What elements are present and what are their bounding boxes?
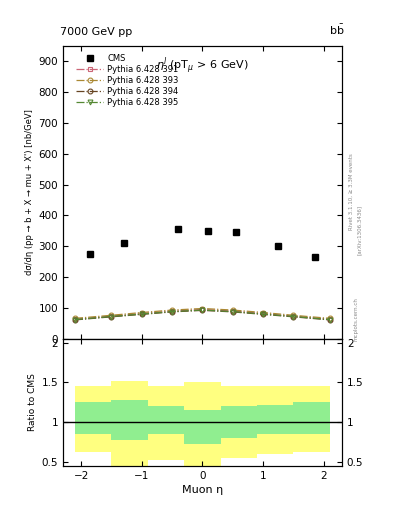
Text: [arXiv:1306.3436]: [arXiv:1306.3436] (357, 205, 362, 255)
Pythia 6.428 394 (230, 309, 235, 315)
Pythia 6.428 393 (140, 309, 144, 315)
Pythia 6.428 393 (109, 312, 114, 318)
Line: Pythia 6.428 393: Pythia 6.428 393 (73, 306, 332, 321)
Legend: CMS, Pythia 6.428 391, Pythia 6.428 393, Pythia 6.428 394, Pythia 6.428 395: CMS, Pythia 6.428 391, Pythia 6.428 393,… (75, 53, 179, 108)
Pythia 6.428 393 (327, 315, 332, 322)
CMS (276, 243, 281, 249)
Pythia 6.428 394 (200, 307, 205, 313)
Pythia 6.428 391 (140, 310, 144, 316)
Pythia 6.428 394 (170, 309, 174, 315)
Y-axis label: dσ/dη (pp → b + X → mu + X') [nb/GeV]: dσ/dη (pp → b + X → mu + X') [nb/GeV] (25, 110, 34, 275)
Line: Pythia 6.428 391: Pythia 6.428 391 (73, 307, 332, 322)
Pythia 6.428 394 (140, 311, 144, 317)
CMS (312, 254, 317, 260)
Pythia 6.428 395 (109, 313, 114, 319)
Line: CMS: CMS (87, 226, 318, 261)
Pythia 6.428 391 (230, 308, 235, 314)
Pythia 6.428 395 (140, 311, 144, 317)
Line: Pythia 6.428 395: Pythia 6.428 395 (73, 308, 332, 322)
Pythia 6.428 391 (200, 306, 205, 312)
Pythia 6.428 391 (261, 310, 265, 316)
Pythia 6.428 393 (170, 307, 174, 313)
Pythia 6.428 391 (73, 316, 77, 323)
Pythia 6.428 395 (291, 313, 296, 319)
Text: 7000 GeV pp: 7000 GeV pp (60, 27, 132, 37)
Pythia 6.428 394 (291, 314, 296, 320)
Pythia 6.428 395 (327, 316, 332, 323)
Pythia 6.428 395 (73, 316, 77, 323)
Pythia 6.428 391 (291, 313, 296, 319)
Pythia 6.428 395 (230, 309, 235, 315)
Line: Pythia 6.428 394: Pythia 6.428 394 (73, 308, 332, 323)
Pythia 6.428 394 (109, 314, 114, 320)
Pythia 6.428 395 (261, 311, 265, 317)
Pythia 6.428 394 (73, 317, 77, 323)
CMS (88, 251, 92, 257)
Pythia 6.428 394 (261, 311, 265, 317)
Pythia 6.428 391 (327, 316, 332, 323)
Pythia 6.428 393 (291, 312, 296, 318)
Text: Rivet 3.1.10, ≥ 3.3M events: Rivet 3.1.10, ≥ 3.3M events (349, 154, 354, 230)
Pythia 6.428 393 (200, 306, 205, 312)
Pythia 6.428 391 (170, 308, 174, 314)
CMS (121, 240, 126, 246)
Pythia 6.428 395 (200, 307, 205, 313)
CMS (233, 228, 238, 234)
CMS (176, 226, 180, 232)
Text: $\eta^l$ (pT$_\mu$ > 6 GeV): $\eta^l$ (pT$_\mu$ > 6 GeV) (156, 55, 249, 76)
Pythia 6.428 395 (170, 309, 174, 315)
Pythia 6.428 393 (261, 309, 265, 315)
CMS (206, 228, 211, 234)
Pythia 6.428 391 (109, 313, 114, 319)
Y-axis label: Ratio to CMS: Ratio to CMS (28, 373, 37, 431)
Pythia 6.428 393 (230, 307, 235, 313)
Text: b$\bar{\rm b}$: b$\bar{\rm b}$ (329, 23, 345, 37)
X-axis label: Muon η: Muon η (182, 485, 223, 495)
Pythia 6.428 393 (73, 315, 77, 322)
Text: mcplots.cern.ch: mcplots.cern.ch (353, 297, 358, 341)
Pythia 6.428 394 (327, 317, 332, 323)
